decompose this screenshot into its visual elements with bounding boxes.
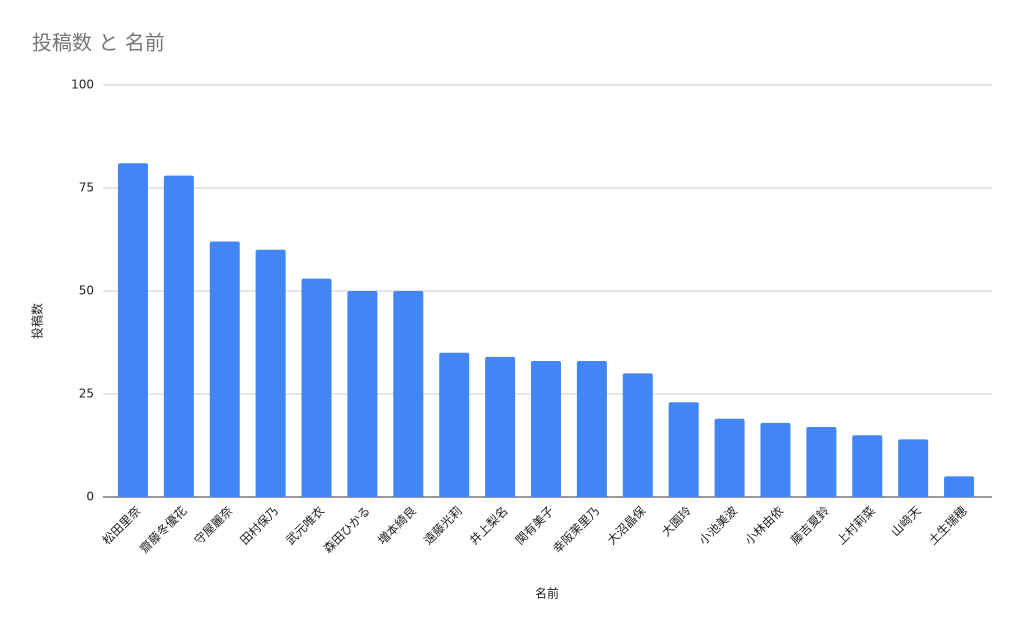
x-tick-label: 井上梨名 [466, 503, 511, 548]
bar [760, 422, 791, 497]
x-tick-label: 武元唯衣 [283, 503, 328, 548]
bar [347, 291, 378, 497]
x-tick-label: 小池美波 [696, 504, 740, 548]
x-tick-label: 上村莉菜 [834, 504, 878, 548]
bar [531, 361, 561, 497]
bar [301, 278, 332, 497]
y-axis-label: 投稿数 [30, 303, 45, 339]
x-tick-label: 森田ひかる [320, 503, 373, 556]
x-tick-label: 幸阪茉里乃 [550, 504, 602, 556]
chart-title: 投稿数 と 名前 [32, 31, 165, 55]
bar [806, 426, 837, 497]
y-tick-label: 0 [86, 490, 94, 504]
x-tick-label: 守屋麗奈 [191, 504, 235, 548]
bar [576, 361, 607, 497]
x-axis-label: 名前 [535, 586, 559, 601]
x-tick-label: 大沼晶保 [605, 504, 649, 548]
bar [163, 175, 194, 497]
x-tick-label: 増本綺良 [374, 503, 419, 548]
x-tick-label: 関有美子 [513, 504, 557, 548]
x-tick-label: 松田里奈 [100, 504, 144, 548]
x-tick-label: 藤吉夏鈴 [787, 503, 832, 548]
bar [622, 373, 653, 497]
y-tick-label: 25 [79, 387, 94, 401]
x-tick-label: 遠藤光莉 [421, 504, 465, 548]
x-tick-label: 土生瑞穂 [926, 504, 970, 548]
bar [439, 352, 470, 497]
bar [668, 402, 699, 497]
bar [255, 249, 286, 497]
bar [944, 476, 975, 497]
bar [898, 439, 929, 497]
x-tick-label: 山﨑天 [888, 503, 924, 539]
bar [852, 435, 883, 497]
bar [117, 163, 148, 497]
y-tick-label: 100 [71, 78, 94, 92]
y-tick-label: 50 [79, 284, 94, 298]
bar [393, 291, 424, 497]
bar [714, 418, 745, 497]
x-tick-label: 田村保乃 [237, 504, 281, 548]
x-tick-label: 小林由依 [742, 503, 787, 548]
y-tick-label: 75 [79, 181, 94, 195]
x-tick-label: 大園玲 [659, 504, 694, 539]
x-tick-label: 齋藤冬優花 [136, 503, 189, 556]
bar [485, 356, 516, 497]
bar [209, 241, 240, 497]
